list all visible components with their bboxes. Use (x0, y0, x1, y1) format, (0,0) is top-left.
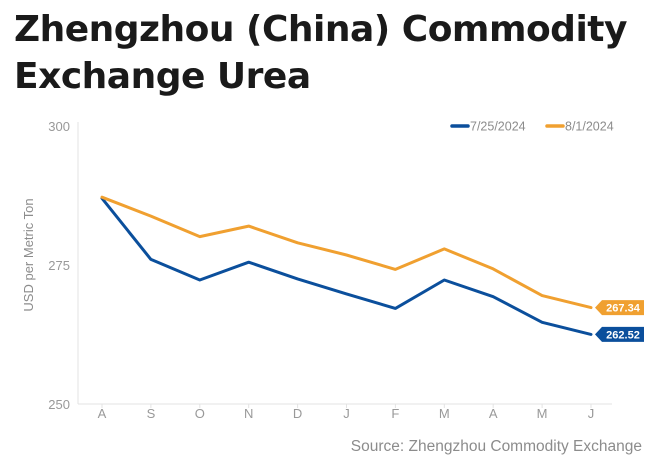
series-lines (100, 195, 593, 336)
x-tick-label: J (343, 406, 350, 421)
end-value-tags: 262.52 267.34 (595, 300, 644, 342)
x-tick-label: F (391, 406, 399, 421)
x-tick-label: S (147, 406, 156, 421)
x-tick-label: O (195, 406, 205, 421)
end-value-tag-2: 267.34 (595, 300, 644, 316)
legend-label-2: 8/1/2024 (565, 120, 614, 134)
chart-title: Zhengzhou (China) Commodity Exchange Ure… (14, 6, 644, 100)
chart-title-line-1: Zhengzhou (China) Commodity (14, 9, 627, 50)
x-tick-label: A (489, 406, 498, 421)
x-tick-label: M (537, 406, 548, 421)
end-value-tag-1: 262.52 (595, 326, 644, 342)
y-tick-label: 275 (48, 258, 70, 273)
end-value-label: 262.52 (606, 329, 640, 341)
y-axis-label: USD per Metric Ton (21, 198, 36, 311)
end-value-label: 267.34 (606, 303, 641, 315)
legend: 7/25/2024 8/1/2024 (450, 120, 614, 134)
x-tick-label: N (244, 406, 253, 421)
x-tick-label: M (439, 406, 450, 421)
y-tick-label: 250 (48, 397, 70, 412)
end-value-tag-shape (595, 300, 644, 316)
legend-label-1: 7/25/2024 (470, 120, 526, 134)
x-tick-label: D (293, 406, 302, 421)
end-value-tag-shape (595, 326, 644, 342)
source-note: Source: Zhengzhou Commodity Exchange (351, 438, 642, 455)
y-tick-label: 300 (48, 119, 70, 134)
axes: 250 275 300 A S O N D J F M A M J (48, 119, 612, 421)
x-tick-label: J (588, 406, 595, 421)
series-line-2 (100, 195, 593, 310)
series-line-1 (100, 196, 593, 336)
chart-title-line-2: Exchange Urea (14, 56, 311, 97)
x-tick-label: A (98, 406, 107, 421)
